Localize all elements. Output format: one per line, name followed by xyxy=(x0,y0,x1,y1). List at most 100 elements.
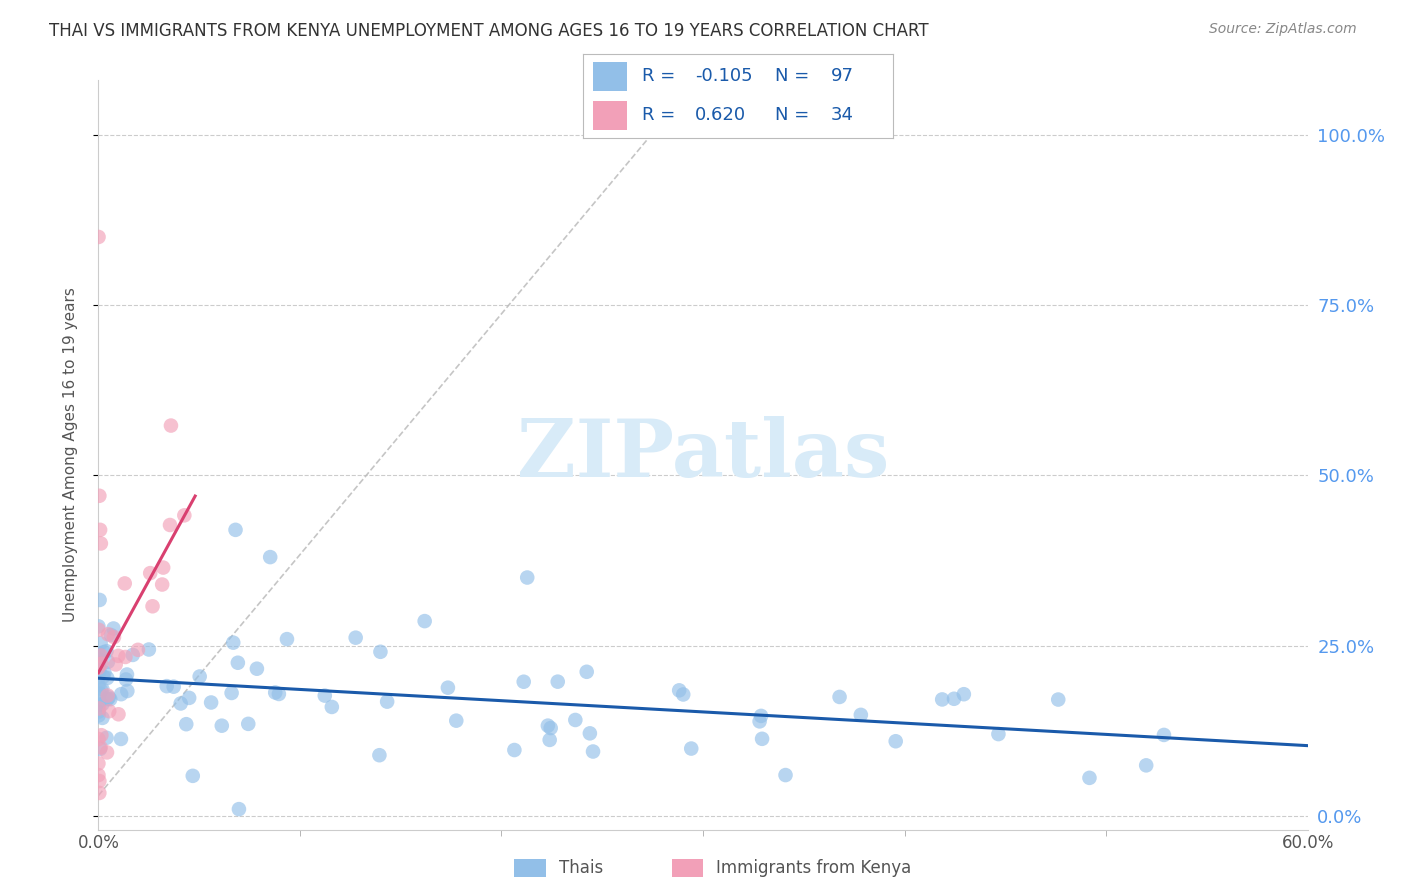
Point xyxy=(115,673,138,687)
Point xyxy=(91,711,114,725)
Point xyxy=(110,687,132,701)
Point xyxy=(96,746,118,760)
Point xyxy=(89,774,111,789)
Point xyxy=(87,731,110,746)
Point xyxy=(579,726,602,740)
Point xyxy=(943,691,966,706)
Point xyxy=(127,643,149,657)
Point xyxy=(89,664,111,678)
Point xyxy=(89,523,111,537)
Point xyxy=(537,718,560,732)
Point xyxy=(276,632,298,647)
Point xyxy=(748,714,770,729)
Point xyxy=(89,687,111,701)
Point xyxy=(96,671,118,685)
Text: THAI VS IMMIGRANTS FROM KENYA UNEMPLOYMENT AMONG AGES 16 TO 19 YEARS CORRELATION: THAI VS IMMIGRANTS FROM KENYA UNEMPLOYME… xyxy=(49,22,929,40)
Point xyxy=(141,599,163,614)
Point xyxy=(188,669,211,683)
Point xyxy=(222,635,245,649)
Point xyxy=(368,748,391,763)
Point xyxy=(89,742,111,756)
Point xyxy=(547,674,569,689)
Point xyxy=(100,628,122,642)
Point xyxy=(114,576,136,591)
Point xyxy=(150,577,173,591)
Point xyxy=(87,670,110,684)
Point xyxy=(437,681,460,695)
Text: R =: R = xyxy=(643,105,682,123)
Point xyxy=(87,697,110,711)
Point xyxy=(228,802,250,816)
Point xyxy=(446,714,468,728)
Text: ZIPatlas: ZIPatlas xyxy=(517,416,889,494)
Point xyxy=(344,631,367,645)
Bar xyxy=(515,858,546,878)
Point xyxy=(87,658,110,673)
Point xyxy=(97,655,120,669)
Point xyxy=(174,717,197,731)
Point xyxy=(90,657,112,671)
Text: N =: N = xyxy=(775,105,815,123)
Point xyxy=(314,689,336,703)
Point xyxy=(107,707,129,722)
Point xyxy=(87,619,110,633)
Point xyxy=(104,657,127,672)
Point xyxy=(87,661,110,675)
Point xyxy=(97,689,120,703)
Point xyxy=(89,652,111,666)
Point xyxy=(90,648,112,663)
Point xyxy=(987,727,1010,741)
Point xyxy=(98,692,121,706)
Point xyxy=(1153,728,1175,742)
Point xyxy=(953,687,976,701)
Point xyxy=(681,741,703,756)
Bar xyxy=(593,62,627,91)
Point xyxy=(1078,771,1101,785)
Point xyxy=(87,698,110,712)
Y-axis label: Unemployment Among Ages 16 to 19 years: Unemployment Among Ages 16 to 19 years xyxy=(63,287,77,623)
Point xyxy=(93,665,115,680)
Point xyxy=(91,698,114,712)
Point xyxy=(160,418,183,433)
Point xyxy=(87,756,110,771)
Point xyxy=(90,636,112,650)
Text: Thais: Thais xyxy=(560,859,603,877)
Point xyxy=(87,623,110,637)
Point xyxy=(751,731,773,746)
Point xyxy=(87,708,110,723)
Point xyxy=(87,678,110,692)
Point xyxy=(93,645,115,659)
Bar xyxy=(672,858,703,878)
Point xyxy=(370,645,392,659)
Point xyxy=(181,769,204,783)
Text: Immigrants from Kenya: Immigrants from Kenya xyxy=(717,859,911,877)
Point xyxy=(90,683,112,698)
Point xyxy=(1047,692,1070,706)
Point xyxy=(221,686,243,700)
Point xyxy=(96,644,118,658)
Point xyxy=(138,642,160,657)
Point xyxy=(749,709,772,723)
Point xyxy=(179,690,201,705)
Point xyxy=(156,679,179,693)
Text: N =: N = xyxy=(775,68,815,86)
Point xyxy=(117,684,139,698)
Point xyxy=(87,647,110,661)
Point xyxy=(97,690,120,705)
Point xyxy=(97,627,120,641)
Point xyxy=(90,728,112,742)
Point xyxy=(89,593,111,607)
Text: 97: 97 xyxy=(831,68,853,86)
Point xyxy=(512,674,534,689)
Point xyxy=(540,721,562,735)
Bar xyxy=(593,101,627,130)
Point xyxy=(96,731,118,745)
Point xyxy=(1135,758,1157,772)
Point xyxy=(87,768,110,782)
Point xyxy=(152,560,174,574)
Point xyxy=(931,692,953,706)
Point xyxy=(103,622,125,636)
Text: R =: R = xyxy=(643,68,682,86)
Point xyxy=(87,656,110,670)
Point xyxy=(121,648,143,662)
